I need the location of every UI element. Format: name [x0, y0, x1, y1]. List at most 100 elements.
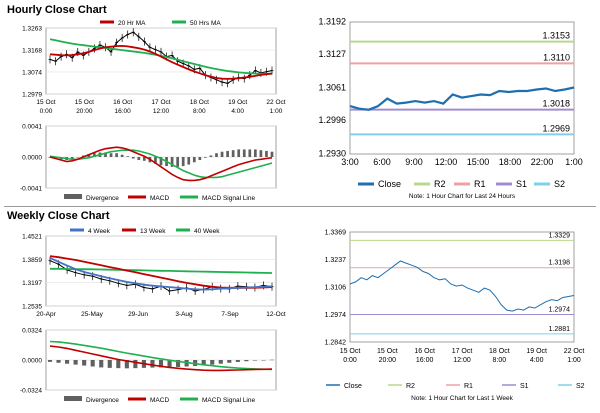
legend-macd-signal: MACD Signal Line — [202, 397, 255, 404]
divergence-bar — [107, 360, 112, 368]
y-tick-label: 1.3192 — [318, 17, 346, 27]
plot-area — [349, 231, 575, 343]
legend-50hr-ma: 50 Hrs MA — [190, 20, 221, 27]
close-line — [349, 260, 575, 312]
divergence-bar — [116, 360, 121, 369]
legend-r2: R2 — [434, 179, 446, 189]
level-label-s2: 1.2881 — [549, 326, 571, 333]
divergence-bar — [265, 150, 268, 157]
divergence-bar — [73, 360, 78, 365]
divergence-bar — [253, 149, 257, 157]
legend-4-week: 4 Week — [88, 228, 111, 235]
divergence-bar — [181, 157, 185, 167]
y-tick-label: -0.0041 — [20, 186, 42, 193]
divergence-bar — [76, 157, 80, 158]
y-tick-label: 1.2996 — [318, 115, 346, 125]
divergence-bar — [244, 360, 249, 362]
x-tick-label: 20:00 — [76, 108, 93, 115]
x-tick-label: 16 Oct — [414, 348, 435, 355]
x-tick-label: 12:00 — [435, 157, 458, 167]
x-tick-label: 19 Oct — [228, 99, 247, 106]
legend-20hr-ma: 20 Hr MA — [118, 20, 146, 27]
divergence-bar — [176, 360, 181, 367]
legend-s2: S2 — [576, 383, 585, 390]
x-tick-label: 9:00 — [405, 157, 423, 167]
x-tick-label: 0:00 — [343, 357, 357, 364]
x-tick-label: 4:00 — [231, 108, 244, 115]
divergence-bar — [167, 360, 172, 368]
section-divider — [4, 206, 596, 207]
divergence-bar — [248, 149, 252, 157]
level-label-r2: 1.3153 — [542, 31, 570, 41]
divergence-bar — [150, 360, 155, 368]
ma20-line — [49, 44, 273, 80]
divergence-bar — [90, 360, 95, 367]
x-tick-label: 17 Oct — [151, 99, 170, 106]
divergence-bar — [158, 360, 164, 368]
divergence-bar — [154, 157, 157, 164]
legend-r1: R1 — [474, 179, 486, 189]
x-tick-label: 8:00 — [193, 108, 206, 115]
chart-note: Note: 1 Hour Chart for Last 1 Week — [411, 395, 514, 402]
level-label-s1: 1.2974 — [549, 306, 571, 313]
y-tick-label: 1.4521 — [22, 234, 42, 241]
level-label-r1: 1.3198 — [549, 260, 571, 267]
x-tick-label: 0:00 — [40, 108, 53, 115]
ma4-week-line — [49, 257, 273, 291]
weekly-macd-chart: 0.0324 0.0000 -0.0324 Divergence MACD MACD Si… — [20, 328, 277, 404]
y-tick-label: 1.3197 — [22, 280, 42, 287]
legend-divergence-swatch — [64, 194, 82, 199]
y-tick-label: 1.3106 — [325, 284, 347, 291]
legend-macd: MACD — [150, 195, 169, 202]
x-tick-label: 25-May — [81, 311, 103, 318]
hourly-section-title: Hourly Close Chart — [7, 4, 107, 16]
divergence-bar — [261, 360, 266, 361]
divergence-bar — [269, 359, 275, 361]
macd-line — [49, 345, 273, 372]
legend-close: Close — [344, 383, 362, 390]
divergence-bar — [235, 360, 240, 362]
divergence-bar — [159, 157, 163, 166]
x-tick-label: 16:00 — [115, 108, 132, 115]
x-tick-label: 8:00 — [493, 357, 507, 364]
x-tick-label: 17 Oct — [452, 348, 473, 355]
macd-signal-line — [49, 149, 273, 179]
x-tick-label: 15 Oct — [75, 99, 94, 106]
divergence-bar — [142, 157, 146, 161]
divergence-bar — [109, 153, 113, 157]
plot-area — [45, 27, 277, 95]
y-tick-label: 0.0324 — [22, 328, 42, 335]
divergence-bar — [210, 360, 215, 365]
x-tick-label: 4:00 — [530, 357, 544, 364]
divergence-bar — [218, 360, 223, 364]
legend-r2: R2 — [406, 383, 415, 390]
x-tick-label: 20-Apr — [36, 311, 56, 318]
x-tick-label: 18 Oct — [190, 99, 209, 106]
y-tick-label: 1.3369 — [325, 230, 347, 237]
y-tick-label: 1.2930 — [318, 149, 346, 159]
legend-macd-signal: MACD Signal Line — [202, 195, 255, 202]
level-label-r1: 1.3110 — [543, 52, 570, 62]
divergence-bar — [124, 360, 129, 369]
legend-divergence: Divergence — [86, 195, 119, 202]
y-tick-label: 1.3061 — [318, 83, 346, 93]
divergence-bar — [93, 153, 96, 157]
divergence-bar — [226, 150, 229, 157]
divergence-bar — [227, 360, 232, 363]
ma40-week-line — [50, 267, 273, 274]
hourly-pivot-chart: 1.3192 1.3127 1.3061 1.2996 1.2930 1.3153 1.31… — [318, 17, 582, 201]
y-tick-label: 1.3074 — [22, 69, 42, 76]
y-tick-label: 1.2535 — [22, 304, 42, 311]
weekly-price-chart: 1.4521 1.3859 1.3197 1.2535 4 Week 13 Week 40 … — [22, 228, 286, 318]
divergence-bar — [137, 157, 141, 161]
y-tick-label: 1.2974 — [325, 312, 347, 319]
divergence-bar — [56, 360, 61, 363]
divergence-bar — [104, 152, 107, 157]
level-label-s2: 1.2969 — [542, 123, 570, 133]
divergence-bar — [65, 360, 70, 364]
hourly-macd-chart: 0.0041 0.0000 -0.0041 Divergence MACD MACD Si… — [20, 124, 277, 202]
y-tick-label: 1.2842 — [325, 340, 347, 347]
x-tick-label: 20:00 — [379, 357, 397, 364]
legend-s2: S2 — [554, 179, 565, 189]
divergence-bar — [70, 157, 74, 159]
